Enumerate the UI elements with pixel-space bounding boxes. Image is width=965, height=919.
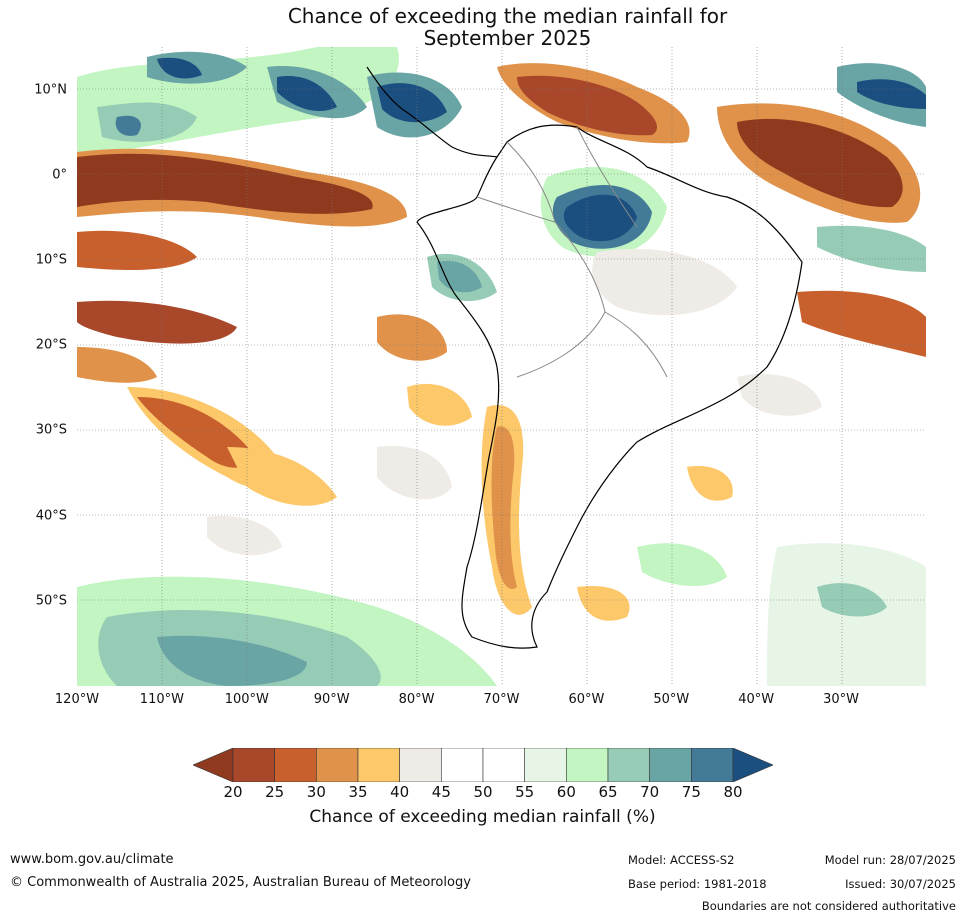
- near-normal-region: [207, 516, 282, 556]
- wet-region: [437, 260, 482, 293]
- colorbar-swatch: [482, 748, 525, 782]
- dry-region: [797, 290, 926, 357]
- south-america-coastline: [416, 124, 803, 649]
- dry-region: [687, 466, 733, 501]
- colorbar-tick-label: 55: [515, 783, 535, 801]
- dry-region: [77, 230, 197, 270]
- copyright-text: © Commonwealth of Australia 2025, Austra…: [10, 875, 471, 890]
- dry-region: [577, 586, 630, 621]
- colorbar-swatch: [691, 748, 734, 782]
- lon-label: 40°W: [738, 692, 775, 707]
- near-normal-region: [737, 373, 822, 416]
- wet-region: [817, 225, 926, 272]
- colorbar-tick-label: 70: [640, 783, 660, 801]
- wet-region: [157, 635, 307, 686]
- lon-label: 50°W: [653, 692, 690, 707]
- colorbar-tick-label: 20: [223, 783, 243, 801]
- dry-region: [77, 347, 157, 383]
- lat-label: 0°: [52, 167, 67, 183]
- colorbar-tick-label: 45: [431, 783, 451, 801]
- website-text: www.bom.gov.au/climate: [10, 852, 174, 867]
- near-normal-region: [377, 446, 452, 500]
- colorbar-swatch: [399, 748, 442, 782]
- colorbar-swatch: [649, 748, 692, 782]
- model-text: Model: ACCESS-S2: [628, 853, 735, 867]
- chart-title-line1: Chance of exceeding the median rainfall …: [287, 4, 728, 28]
- dry-region: [737, 118, 903, 208]
- gridlines: [77, 47, 926, 686]
- lon-label: 30°W: [823, 692, 860, 707]
- colorbar-swatch: [607, 748, 650, 782]
- colorbar: [193, 748, 773, 782]
- anomaly-fields: [77, 47, 926, 686]
- lat-label: 10°S: [35, 252, 67, 268]
- country-border: [506, 141, 556, 223]
- colorbar-swatch: [316, 748, 359, 782]
- wet-region: [563, 194, 637, 242]
- country-border: [516, 311, 606, 378]
- dry-region: [227, 447, 337, 506]
- lat-label: 40°S: [35, 508, 67, 524]
- colorbar-swatch: [274, 748, 317, 782]
- country-border: [604, 311, 668, 378]
- colorbar-tick-label: 35: [348, 783, 368, 801]
- colorbar-tick-label: 30: [306, 783, 326, 801]
- colorbar-swatch: [232, 748, 275, 782]
- colorbar-tick-label: 40: [390, 783, 410, 801]
- wet-region: [637, 543, 727, 587]
- lat-label: 10°N: [34, 82, 67, 98]
- country-border: [576, 126, 638, 228]
- lon-label: 80°W: [398, 692, 435, 707]
- colorbar-swatch: [441, 748, 484, 782]
- colorbar-swatch: [566, 748, 609, 782]
- lon-label: 100°W: [224, 692, 269, 707]
- dry-region: [517, 75, 657, 136]
- lon-label: 60°W: [568, 692, 605, 707]
- colorbar-tick-label: 75: [681, 783, 701, 801]
- base-period-text: Base period: 1981-2018: [628, 877, 767, 891]
- lon-label: 70°W: [483, 692, 520, 707]
- coastlines: [366, 66, 803, 649]
- colorbar-swatch: [357, 748, 400, 782]
- colorbar-swatch: [524, 748, 567, 782]
- lon-label: 120°W: [54, 692, 100, 707]
- country-border: [554, 221, 606, 313]
- dry-region: [491, 426, 517, 589]
- disclaimer-text: Boundaries are not considered authoritat…: [701, 899, 956, 913]
- issued-text: Issued: 30/07/2025: [845, 877, 956, 891]
- dry-region: [77, 153, 373, 214]
- lat-label: 20°S: [35, 337, 67, 353]
- lon-label: 90°W: [313, 692, 350, 707]
- wet-region: [115, 115, 141, 136]
- lon-label: 110°W: [139, 692, 184, 707]
- chart-title-line2: September 2025: [423, 26, 592, 50]
- colorbar-label: Chance of exceeding median rainfall (%): [309, 807, 656, 827]
- dry-region: [407, 383, 472, 426]
- country-borders: [476, 126, 668, 378]
- colorbar-tick-label: 80: [723, 783, 743, 801]
- central-america-coastline: [366, 66, 498, 158]
- rainfall-map: [77, 47, 926, 686]
- wet-region: [277, 76, 337, 112]
- colorbar-tick-label: 25: [265, 783, 285, 801]
- wet-region: [857, 79, 926, 109]
- model-run-text: Model run: 28/07/2025: [824, 853, 956, 867]
- colorbar-tick-label: 60: [556, 783, 576, 801]
- dry-region: [77, 300, 237, 344]
- wet-region: [377, 83, 447, 123]
- country-border: [476, 196, 556, 223]
- colorbar-low-extension: [193, 748, 234, 782]
- wet-region: [157, 57, 202, 79]
- near-normal-region: [592, 248, 737, 316]
- dry-region: [377, 314, 447, 361]
- lat-label: 30°S: [35, 422, 67, 438]
- dry-region: [137, 397, 252, 468]
- colorbar-high-extension: [732, 748, 773, 782]
- colorbar-tick-label: 65: [598, 783, 618, 801]
- colorbar-tick-label: 50: [473, 783, 493, 801]
- lat-label: 50°S: [35, 593, 67, 609]
